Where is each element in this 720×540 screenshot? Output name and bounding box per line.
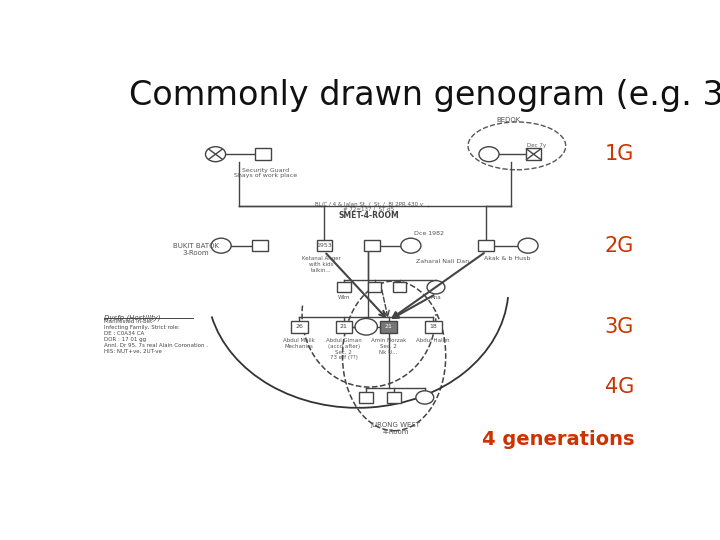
Bar xyxy=(368,282,382,292)
Bar xyxy=(253,240,268,252)
Bar xyxy=(336,321,352,333)
Circle shape xyxy=(479,147,499,161)
Bar xyxy=(478,240,494,252)
Text: # 72=137 /  ST d5: # 72=137 / ST d5 xyxy=(343,207,395,212)
Text: Dce 1982: Dce 1982 xyxy=(413,231,444,235)
Text: BL/C / 4 & Jalan St. /  St. /  Bl 2PR 430 y: BL/C / 4 & Jalan St. / St. / Bl 2PR 430 … xyxy=(315,201,423,207)
Bar xyxy=(364,240,379,252)
Text: Wlm: Wlm xyxy=(338,295,350,300)
Text: Akak & b Husb: Akak & b Husb xyxy=(484,256,531,261)
Text: 4G: 4G xyxy=(605,377,634,397)
Text: BUKIT BATOK
3-Room: BUKIT BATOK 3-Room xyxy=(173,244,219,256)
Circle shape xyxy=(355,319,377,335)
Text: Abdul Malik
Mechanics: Abdul Malik Mechanics xyxy=(283,338,315,349)
Circle shape xyxy=(401,238,421,253)
Text: Zaharal Nali Dan: Zaharal Nali Dan xyxy=(416,259,469,265)
Text: 21: 21 xyxy=(384,324,392,329)
Text: Abdul Halim: Abdul Halim xyxy=(416,338,450,343)
Text: Dysfp (Hostility): Dysfp (Hostility) xyxy=(104,314,161,321)
Text: 1G: 1G xyxy=(605,144,634,164)
Text: 4 generations: 4 generations xyxy=(482,429,634,449)
Circle shape xyxy=(416,391,433,404)
Circle shape xyxy=(518,238,538,253)
Text: SMET-4-ROOM: SMET-4-ROOM xyxy=(338,211,400,220)
Text: 1953: 1953 xyxy=(317,243,332,248)
Text: Ketanal Anger
with kids
talkin...: Ketanal Anger with kids talkin... xyxy=(302,256,341,273)
Bar xyxy=(393,282,406,292)
Bar xyxy=(291,321,307,333)
Text: JURONG WEST
4-Room: JURONG WEST 4-Room xyxy=(371,422,420,435)
Text: Security Guard
Shays of work place: Security Guard Shays of work place xyxy=(234,167,297,178)
Circle shape xyxy=(427,281,445,294)
Text: Dec 7y: Dec 7y xyxy=(527,143,546,147)
Text: 21: 21 xyxy=(340,324,348,329)
Bar xyxy=(337,282,351,292)
Circle shape xyxy=(205,147,225,161)
Bar xyxy=(359,392,373,403)
Bar xyxy=(425,321,441,333)
Text: Ana: Ana xyxy=(431,295,441,300)
Bar xyxy=(255,148,271,160)
Bar xyxy=(317,240,332,252)
Text: Manifested in-bet-
Infecting Family, Strict role:
DE : C0A34 CA
DOR : 17 01 gg
A: Manifested in-bet- Infecting Family, Str… xyxy=(104,319,208,353)
Text: BEDOK: BEDOK xyxy=(496,117,521,123)
Bar xyxy=(526,148,541,160)
Text: 2G: 2G xyxy=(605,235,634,255)
Text: Abdul Giman
(accd after)
Sec. 2
73 eff (??): Abdul Giman (accd after) Sec. 2 73 eff (… xyxy=(326,338,361,360)
Text: 3G: 3G xyxy=(605,317,634,337)
Bar xyxy=(380,321,397,333)
Text: 26: 26 xyxy=(295,324,303,329)
Text: Commonly drawn genogram (e.g. 3): Commonly drawn genogram (e.g. 3) xyxy=(129,79,720,112)
Text: Amin Norzak
Sec. 2
Nk U...: Amin Norzak Sec. 2 Nk U... xyxy=(371,338,406,355)
Text: 18: 18 xyxy=(429,324,437,329)
Bar xyxy=(387,392,401,403)
Circle shape xyxy=(211,238,231,253)
